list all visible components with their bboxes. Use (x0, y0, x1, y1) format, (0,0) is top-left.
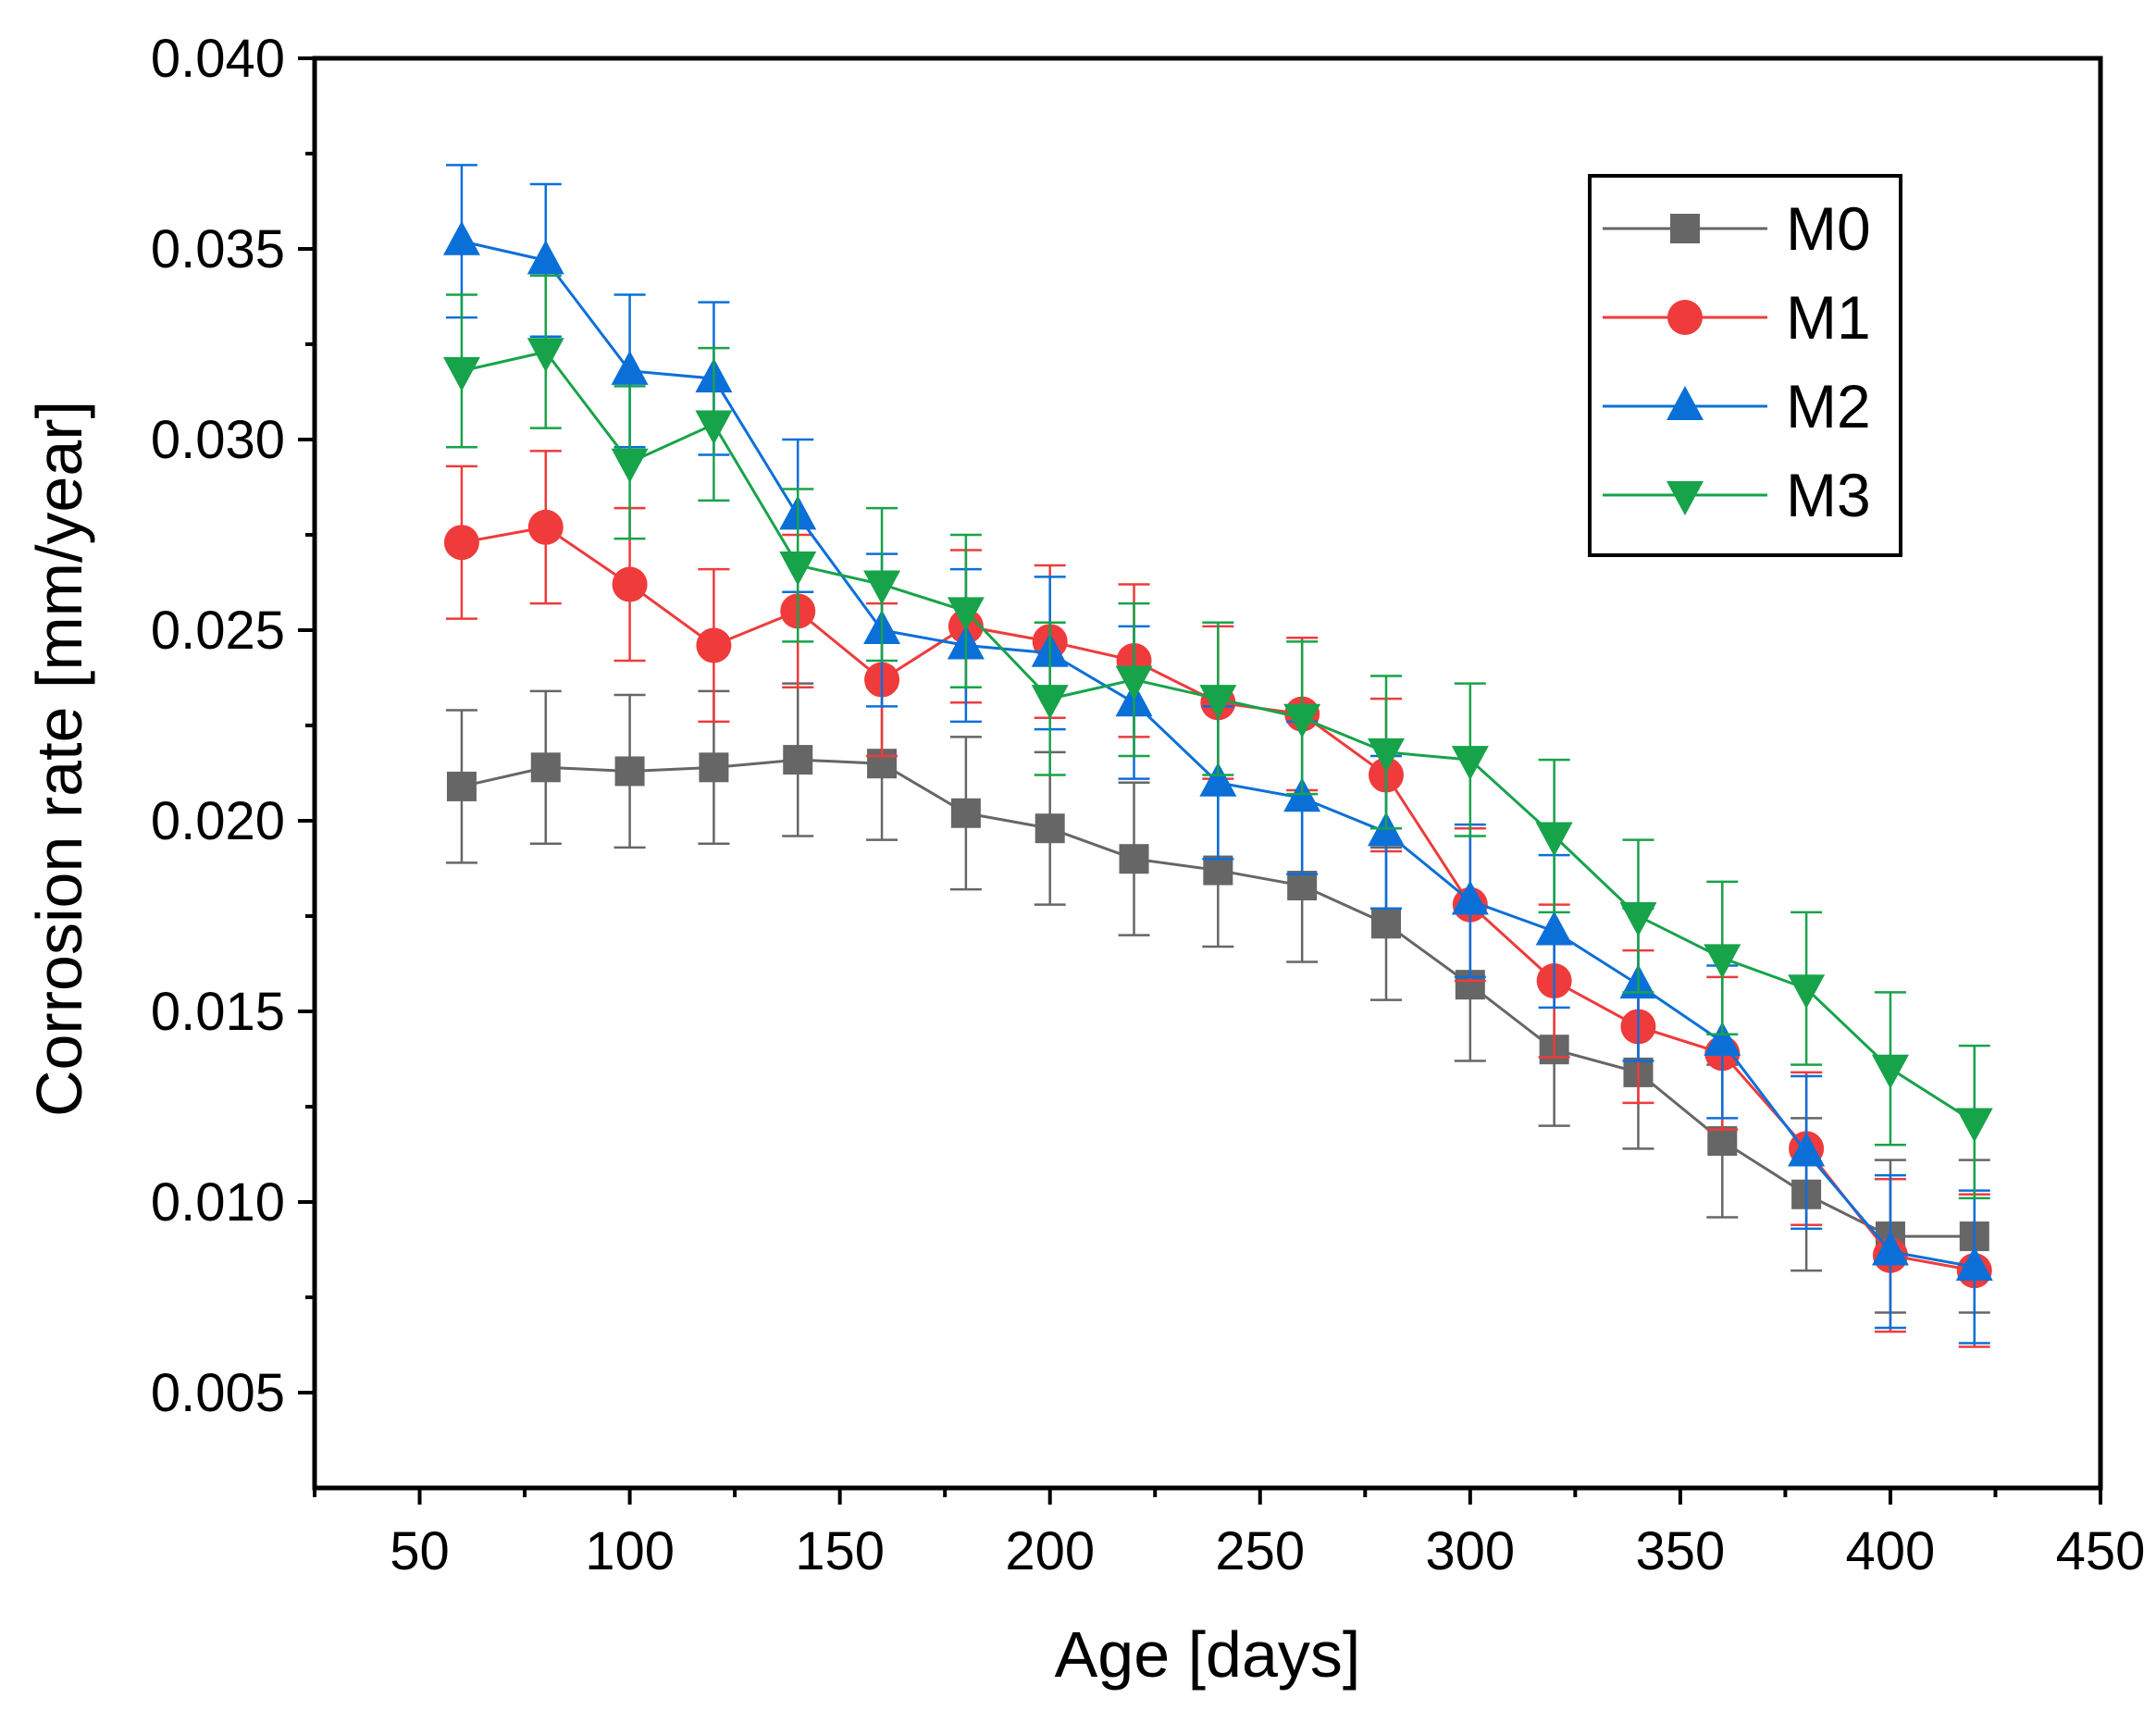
legend-marker (1667, 300, 1703, 335)
x-tick-label: 450 (2056, 1521, 2146, 1581)
y-tick-label: 0.015 (151, 982, 285, 1042)
x-axis: 50 100 150 200 250 300 350 400 450 (313, 1488, 2146, 1581)
data-point (442, 220, 480, 255)
data-point (1368, 737, 1405, 773)
data-point (1871, 1231, 1909, 1266)
data-point (1955, 1246, 1993, 1282)
x-tick-label: 200 (1005, 1521, 1095, 1581)
y-tick-label: 0.010 (151, 1172, 285, 1233)
y-tick-label: 0.030 (151, 410, 285, 470)
data-point (1871, 1054, 1909, 1089)
data-point (1707, 1126, 1738, 1157)
data-point (696, 627, 732, 663)
data-point (527, 509, 564, 545)
data-point (1535, 822, 1573, 857)
data-point (779, 551, 817, 586)
legend-box (1588, 174, 1902, 557)
data-point (1119, 844, 1149, 874)
data-point (1199, 685, 1237, 720)
y-tick-label: 0.035 (151, 219, 285, 279)
legend-label: M1 (1786, 283, 1871, 352)
data-point (1035, 813, 1065, 844)
data-point (1199, 762, 1237, 797)
data-point (1535, 911, 1573, 946)
y-tick-label: 0.040 (151, 29, 285, 89)
data-point (614, 756, 645, 787)
data-point (1287, 871, 1318, 901)
data-point (1619, 902, 1657, 936)
data-point (442, 356, 480, 391)
x-tick-label: 400 (1846, 1521, 1936, 1581)
data-point (1203, 855, 1233, 886)
data-point (443, 525, 479, 561)
data-point (1955, 1108, 1993, 1143)
x-tick-label: 150 (795, 1521, 885, 1581)
y-tick-label: 0.025 (151, 601, 285, 661)
data-point (530, 752, 561, 783)
data-point (612, 566, 648, 602)
x-tick-label: 350 (1635, 1521, 1725, 1581)
data-point (1371, 909, 1401, 939)
legend-marker (1667, 386, 1704, 420)
y-axis-title: Corrosion rate [mm/year] (23, 401, 95, 1117)
x-tick-label: 50 (390, 1521, 450, 1581)
legend-label: M2 (1786, 372, 1871, 440)
data-point (950, 798, 981, 828)
legend-marker (1670, 214, 1700, 243)
x-tick-label: 250 (1215, 1521, 1305, 1581)
data-point (695, 410, 733, 445)
series-M3 (442, 274, 1993, 1200)
y-axis: 0.005 0.010 0.015 0.020 0.025 0.030 0.035 0.040 (151, 29, 315, 1423)
y-tick-label: 0.005 (151, 1363, 285, 1423)
data-point (1704, 1021, 1741, 1056)
legend: M0 M1 M2 M3 (1588, 174, 1902, 557)
data-point (699, 752, 729, 783)
data-point (1115, 665, 1153, 700)
data-point (611, 350, 649, 385)
data-point (863, 570, 901, 605)
data-point (1788, 974, 1826, 1010)
data-point (947, 597, 985, 632)
data-point (1788, 1132, 1826, 1167)
data-point (1451, 746, 1489, 781)
legend-marker (1667, 481, 1704, 515)
data-point (446, 771, 477, 801)
data-point (527, 240, 564, 275)
data-point (1283, 703, 1321, 738)
y-tick-label: 0.020 (151, 791, 285, 851)
data-point (527, 338, 564, 373)
x-axis-title: Age [days] (1055, 1618, 1361, 1691)
plot-area (442, 164, 1993, 1348)
data-point (611, 448, 649, 483)
data-point (783, 745, 813, 775)
legend-label: M0 (1786, 194, 1871, 263)
plot-frame (312, 56, 2103, 1491)
x-tick-label: 100 (585, 1521, 675, 1581)
data-point (1451, 880, 1489, 915)
x-tick-label: 300 (1425, 1521, 1515, 1581)
series-M0 (445, 682, 1990, 1314)
data-point (1704, 944, 1741, 979)
legend-label: M3 (1786, 461, 1871, 529)
data-point (1031, 685, 1069, 720)
